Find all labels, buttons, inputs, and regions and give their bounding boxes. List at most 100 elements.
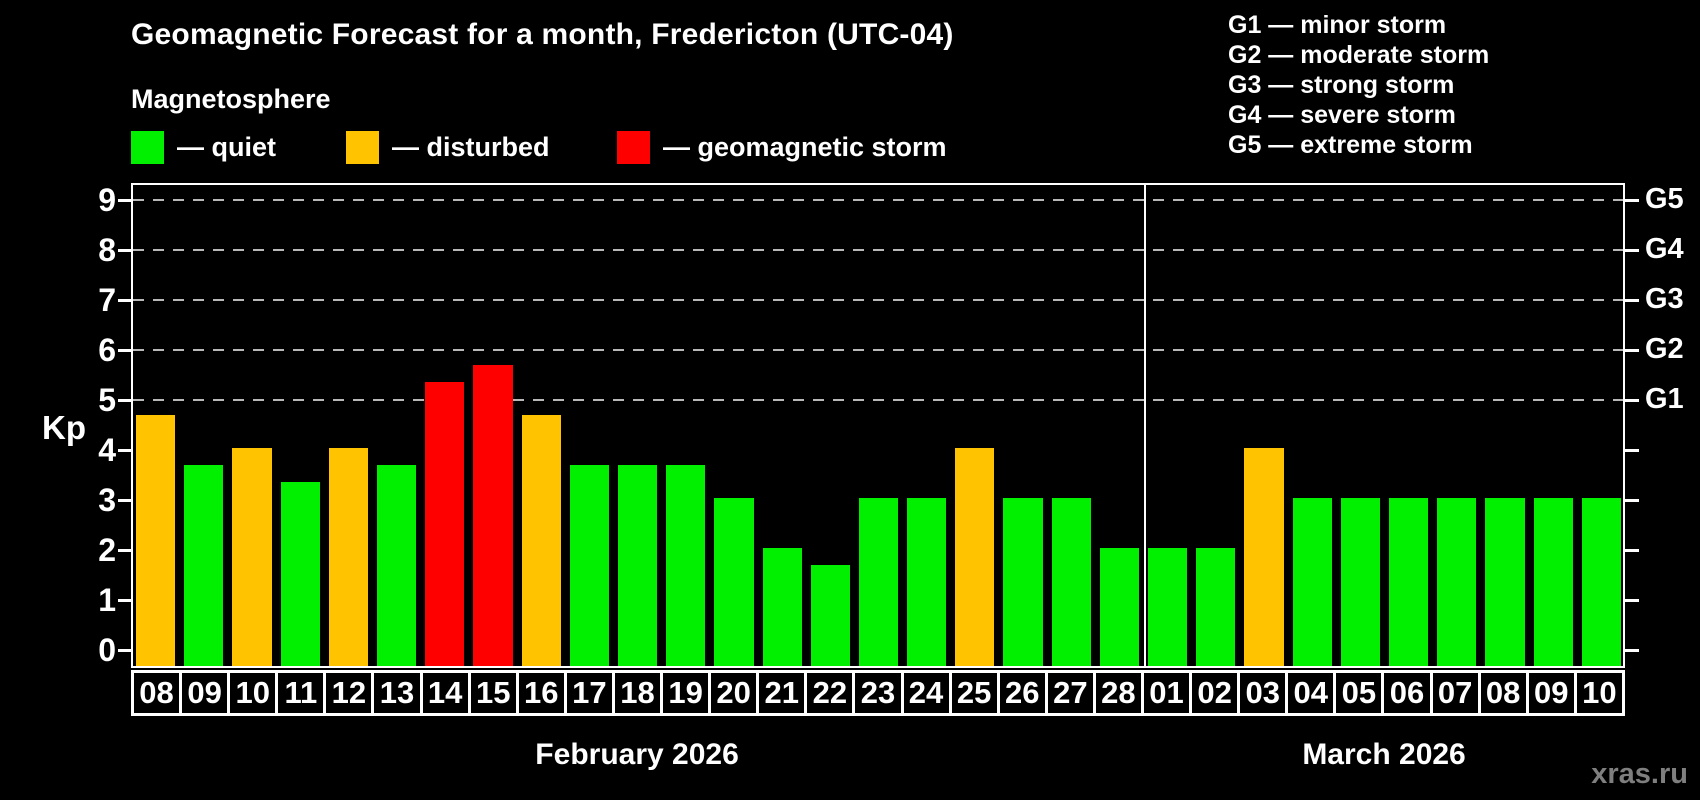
gridline-kp9: [133, 199, 1623, 201]
day-label-cell: 08: [134, 673, 183, 713]
kp-bar-day-22: [810, 564, 850, 666]
kp-bar-day-08: [1485, 498, 1525, 666]
day-label-cell: 19: [663, 673, 712, 713]
day-label-cell: 23: [855, 673, 904, 713]
left-tick-mark: [118, 549, 131, 552]
legend-item-quiet: — quiet: [131, 130, 276, 164]
kp-bar-day-18: [617, 464, 658, 666]
left-tick-mark: [118, 249, 131, 252]
right-tick-mark: [1625, 399, 1639, 402]
kp-bar-day-28: [1099, 548, 1140, 666]
day-label-cell: 27: [1047, 673, 1096, 713]
kp-bar-day-12: [328, 448, 368, 666]
day-label-cell: 07: [1432, 673, 1481, 713]
page-title: Geomagnetic Forecast for a month, Freder…: [131, 18, 954, 51]
kp-bar-day-10: [232, 448, 272, 666]
y-tick-label-1: 1: [98, 582, 116, 618]
left-tick-mark: [118, 399, 131, 402]
disturbed-color-swatch: [346, 130, 379, 164]
left-tick-mark: [118, 649, 131, 652]
kp-bar-day-23: [858, 498, 899, 666]
legend-item-storm: — geomagnetic storm: [617, 130, 947, 164]
right-axis-label-g2: G2: [1645, 333, 1684, 365]
kp-bar-day-17: [569, 464, 609, 666]
day-label-cell: 04: [1288, 673, 1337, 713]
kp-bar-day-06: [1389, 498, 1429, 666]
day-label-cell: 24: [903, 673, 952, 713]
kp-bar-day-09: [184, 464, 224, 666]
day-label-cell: 10: [1576, 673, 1622, 713]
kp-bar-day-24: [907, 498, 947, 666]
kp-bar-day-16: [521, 414, 561, 666]
left-tick-mark: [118, 599, 131, 602]
left-tick-mark: [118, 199, 131, 202]
gridline-kp8: [133, 249, 1623, 251]
y-tick-label-9: 9: [98, 182, 116, 218]
kp-bar-day-20: [714, 498, 754, 666]
day-label-cell: 03: [1240, 673, 1289, 713]
plot-area: [131, 183, 1625, 668]
day-label-cell: 17: [566, 673, 615, 713]
day-label-cell: 26: [999, 673, 1048, 713]
kp-bar-day-25: [955, 448, 995, 666]
right-axis-label-g4: G4: [1645, 233, 1684, 265]
y-tick-label-5: 5: [98, 382, 116, 418]
watermark: xras.ru: [1591, 758, 1688, 790]
right-tick-mark: [1625, 199, 1639, 202]
right-tick-mark: [1625, 649, 1639, 652]
kp-bar-day-21: [762, 548, 802, 666]
storm-scale-line-g1: G1 — minor storm: [1228, 11, 1447, 39]
legend-label-disturbed: — disturbed: [392, 131, 550, 162]
storm-scale-line-g3: G3 — strong storm: [1228, 71, 1455, 99]
kp-bar-day-14: [425, 381, 465, 666]
day-axis-row: 08 09 10 11 12 13 14 15 16 17 18 19 20 21 22 23 24 25 26 27…: [131, 670, 1625, 716]
right-axis-label-g5: G5: [1645, 183, 1684, 215]
y-tick-label-0: 0: [98, 632, 116, 668]
y-tick-label-2: 2: [98, 532, 116, 568]
kp-bar-day-09: [1533, 498, 1573, 666]
left-tick-mark: [118, 449, 131, 452]
day-label-cell: 16: [518, 673, 567, 713]
right-tick-mark: [1625, 599, 1639, 602]
kp-bar-day-11: [280, 481, 320, 666]
day-label-cell: 13: [374, 673, 423, 713]
left-tick-mark: [118, 499, 131, 502]
month-label-february: February 2026: [535, 738, 739, 771]
day-label-cell: 11: [278, 673, 327, 713]
y-tick-label-6: 6: [98, 332, 116, 368]
right-axis-label-g1: G1: [1645, 383, 1684, 415]
storm-scale-line-g5: G5 — extreme storm: [1228, 131, 1473, 159]
y-tick-label-8: 8: [98, 232, 116, 268]
day-label-cell: 09: [1528, 673, 1577, 713]
kp-bar-day-26: [1003, 498, 1043, 666]
quiet-color-swatch: [131, 130, 164, 164]
legend-label-storm: — geomagnetic storm: [663, 131, 947, 162]
gridline-kp7: [133, 299, 1623, 301]
day-label-cell: 20: [711, 673, 760, 713]
day-label-cell: 18: [614, 673, 664, 713]
kp-bar-day-13: [376, 464, 417, 666]
gridline-kp5: [133, 399, 1623, 401]
kp-bar-day-05: [1340, 498, 1381, 666]
y-axis-title: Kp: [42, 409, 86, 446]
day-label-cell: 21: [759, 673, 808, 713]
storm-color-swatch: [617, 130, 650, 164]
storm-scale-line-g2: G2 — moderate storm: [1228, 41, 1490, 69]
kp-bar-day-02: [1196, 548, 1236, 666]
y-tick-label-4: 4: [98, 432, 116, 468]
day-label-cell: 05: [1336, 673, 1385, 713]
kp-bar-day-01: [1148, 548, 1188, 666]
month-label-march: March 2026: [1302, 738, 1466, 771]
kp-bar-day-08: [136, 414, 176, 666]
left-tick-mark: [118, 299, 131, 302]
kp-bar-day-19: [666, 464, 706, 666]
day-label-cell: 02: [1192, 673, 1241, 713]
kp-bar-day-04: [1292, 498, 1332, 666]
month-separator-line: [1144, 185, 1147, 666]
storm-scale-line-g4: G4 — severe storm: [1228, 101, 1456, 129]
right-tick-mark: [1625, 499, 1639, 502]
kp-bar-day-03: [1244, 448, 1284, 666]
day-label-cell: 15: [470, 673, 519, 713]
right-tick-mark: [1625, 549, 1639, 552]
